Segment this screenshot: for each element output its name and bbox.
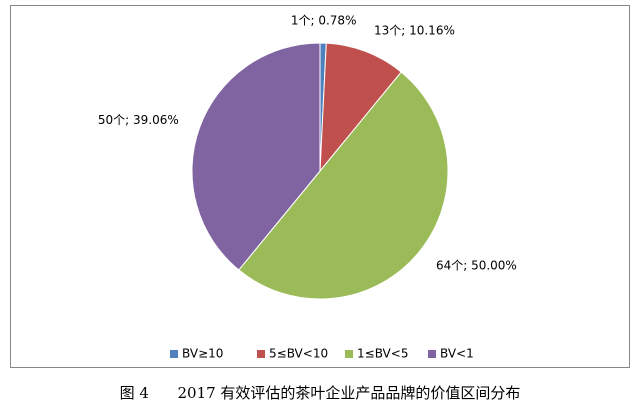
legend-swatch [428,350,436,358]
legend-swatch [257,350,265,358]
legend-swatch [170,350,178,358]
data-label: 1个; 0.78% [291,14,357,28]
data-label: 64个; 50.00% [436,259,517,273]
data-label: 13个; 10.16% [374,24,455,38]
caption: 图 4 2017 有效评估的茶叶企业产品品牌的价值区间分布 [120,384,521,402]
pie-slice [191,42,321,271]
legend-label: 5≤BV<10 [269,347,328,361]
data-label: 50个; 39.06% [98,113,179,127]
legend-label: BV≥10 [182,347,223,361]
pie-slice [238,71,449,300]
legend-label: BV<1 [440,347,474,361]
pie-slice [319,42,402,173]
legend-label: 1≤BV<5 [357,347,408,361]
legend-swatch [345,350,353,358]
